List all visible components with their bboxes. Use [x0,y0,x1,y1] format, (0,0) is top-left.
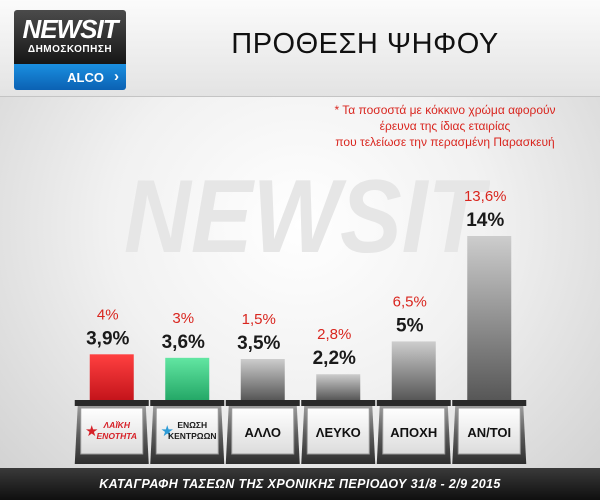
page-title: ΠΡΟΘΕΣΗ ΨΗΦΟΥ [231,28,499,60]
bar [240,359,285,400]
previous-value-label: 3% [172,310,194,327]
brand-logo: NEWSIT ΔΗΜΟΣΚΟΠΗΣΗ ALCO › [14,10,126,92]
value-label: 3,5% [237,333,280,354]
category-label: ΑΛΛΟ [245,425,282,440]
footer-bar: ΚΑΤΑΓΡΑΦΗ ΤΑΣΕΩΝ ΤΗΣ ΧΡΟΝΙΚΗΣ ΠΕΡΙΟΔΟΥ 3… [0,468,600,500]
category-plate [457,407,521,455]
bar [316,374,361,400]
footer-text: ΚΑΤΑΓΡΑΦΗ ΤΑΣΕΩΝ ΤΗΣ ΧΡΟΝΙΚΗΣ ΠΕΡΙΟΔΟΥ 3… [99,477,501,491]
footnote-line: * Τα ποσοστά με κόκκινο χρώμα αφορούν [334,103,556,117]
category-plate [80,407,144,455]
previous-value-label: 6,5% [393,293,427,310]
category-plate [306,407,370,455]
bar [467,236,512,400]
footnote-line: που τελείωσε την περασμένη Παρασκευή [335,135,555,149]
bar [165,357,210,400]
pedestal-top [452,400,527,406]
pollster-name: ALCO [67,70,104,85]
bar [391,341,436,400]
category-label: ΛΑΪΚΗ [103,420,131,430]
category-label: ΛΕΥΚΟ [316,425,361,440]
value-label: 3,9% [86,328,129,349]
party-logo-icon: ★ [161,422,174,440]
previous-value-label: 2,8% [317,326,351,343]
footnote: * Τα ποσοστά με κόκκινο χρώμα αφορούν έρ… [300,102,590,150]
survey-label: ΔΗΜΟΣΚΟΠΗΣΗ [27,44,113,55]
value-label: 5% [396,315,424,336]
brand-name: NEWSIT [22,14,118,44]
party-logo-icon: ★ [85,422,98,440]
category-label: ΚΕΝΤΡΩΩΝ [168,431,217,441]
chevron-right-icon: › [114,68,119,85]
bar [89,354,134,400]
category-plate [155,407,219,455]
previous-value-label: 13,6% [464,188,507,205]
watermark-text: NEWSIT [124,170,490,265]
category-label: ΕΝΟΤΗΤΑ [97,431,137,441]
footnote-line: έρευνα της ίδιας εταιρίας [379,119,511,133]
pedestal-top [376,400,451,406]
category-plate [382,407,446,455]
category-label: ΕΝΩΣΗ [177,420,207,430]
pedestal-top [225,400,300,406]
pedestal-top [74,400,149,406]
pedestal-top [301,400,376,406]
category-label: ΑΠΟΧΗ [390,425,437,440]
pedestal-top [150,400,225,406]
category-plate [231,407,295,455]
previous-value-label: 4% [97,306,119,323]
category-label: ΑΝ/ΤΟΙ [467,425,511,440]
watermark: NEWSIT [124,170,490,265]
header-bar: NEWSIT ΔΗΜΟΣΚΟΠΗΣΗ ALCO › ΠΡΟΘΕΣΗ ΨΗΦΟΥ [0,0,600,97]
value-label: 3,6% [162,332,205,353]
previous-value-label: 1,5% [242,311,276,328]
value-label: 14% [466,210,504,231]
value-label: 2,2% [313,348,356,369]
